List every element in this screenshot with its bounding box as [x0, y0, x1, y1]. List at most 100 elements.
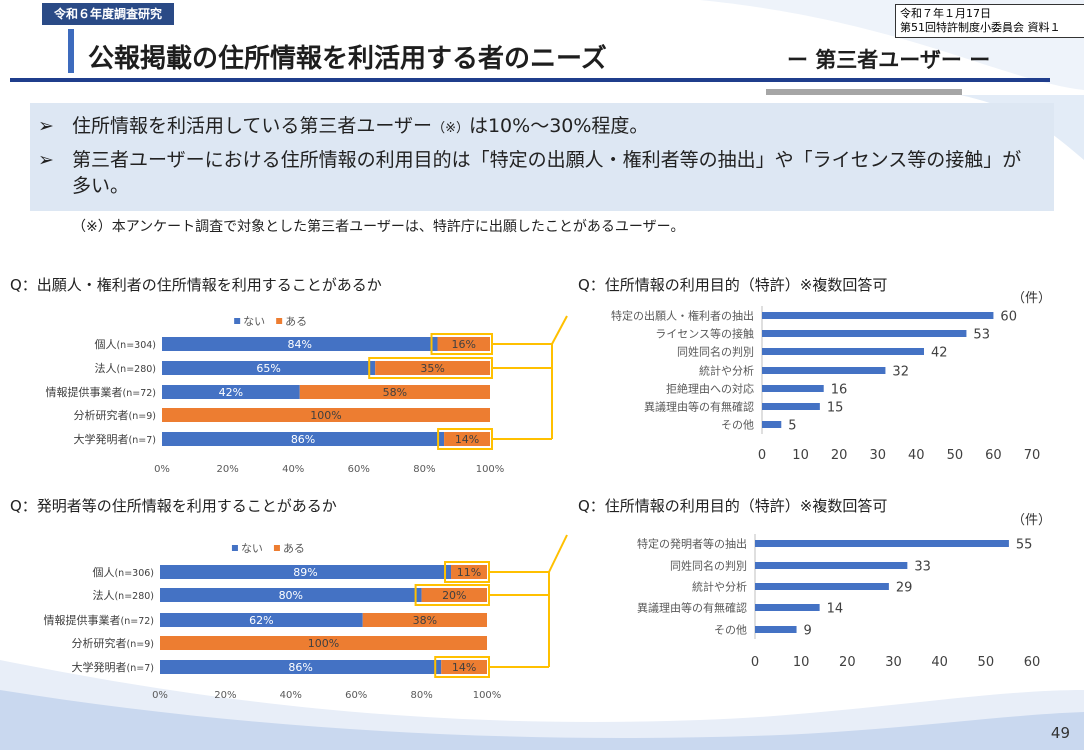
chart2-bar: [762, 421, 782, 428]
chart4-xtick: 40: [931, 655, 948, 670]
chart3-bar-no: [160, 588, 422, 602]
chart2-category-label: 拒絶理由への対応: [666, 382, 754, 396]
chart2-xtick: 0: [758, 448, 766, 463]
page-title: 公報掲載の住所情報を利活用する者のニーズ: [88, 44, 607, 74]
document-meta-box: 令和７年１月17日 第51回特許制度小委員会 資料１: [895, 4, 1084, 38]
chart2-xtick: 20: [831, 448, 848, 463]
chart4-category-label: 同姓同名の判別: [670, 559, 747, 573]
chart3-xtick: 100%: [473, 690, 502, 701]
chart3-category-n: (n=306): [114, 568, 154, 579]
chart3-title: Q：発明者等の住所情報を利用することがあるか: [10, 497, 337, 515]
chart2-value-label: 60: [1000, 310, 1017, 325]
chart2-bar: [762, 330, 967, 337]
chart1-bar-yes: [375, 361, 490, 375]
chart4-title: Q：住所情報の利用目的（特許）※複数回答可: [578, 497, 888, 515]
summary-bullet-1-note: （※）: [432, 121, 469, 136]
chart1-bar-yes-label: 35%: [420, 362, 444, 375]
chart3-bar-no: [160, 565, 452, 579]
chart1-bar-no: [162, 385, 300, 399]
chart3-legend-label-yes: ある: [283, 542, 305, 555]
chart2-category-label: 統計や分析: [699, 364, 754, 378]
chart2-value-label: 53: [973, 328, 990, 343]
chart1-connector-diag: [551, 315, 568, 345]
chart2-category-label: 同姓同名の判別: [677, 345, 754, 359]
chart1-legend-swatch-no: [234, 318, 241, 324]
chart4-xtick: 50: [978, 655, 995, 670]
chart3-category-name: 個人: [92, 566, 114, 579]
chart1-category-label: 法人(n=280): [94, 361, 156, 375]
chart1-legend-label-no: ない: [243, 315, 265, 328]
chart3-bar-yes: [160, 636, 487, 650]
chart3-category-label: 個人(n=306): [92, 566, 154, 579]
chart1-bar-no: [162, 361, 376, 375]
chart3-category-n: (n=72): [121, 616, 154, 627]
chart3-xtick: 20%: [214, 690, 236, 701]
chart2-bar: [762, 348, 924, 355]
chart1-bar-yes-label: 14%: [455, 433, 479, 446]
chart2-category-label: その他: [721, 419, 754, 432]
chart1-category-name: 分析研究者: [74, 408, 129, 422]
chart1-category-name: 大学発明者: [74, 432, 129, 446]
chart2-category-label: 特定の出願人・権利者の抽出: [611, 309, 754, 323]
chart4-value-label: 33: [914, 560, 931, 575]
chart1-bar-no-label: 42%: [219, 386, 243, 399]
chart4-bar: [755, 540, 1009, 547]
chart4-xtick: 20: [839, 655, 856, 670]
chart3-legend-swatch-yes: [273, 545, 280, 551]
summary-bullet-2: 第三者ユーザーにおける住所情報の利用目的は「特定の出願人・権利者等の抽出」や「ラ…: [72, 149, 1022, 197]
chart3-xtick: 40%: [280, 690, 302, 701]
chart1-xtick: 40%: [282, 464, 304, 475]
chart1-xtick: 100%: [476, 464, 505, 475]
chart3-category-label: 情報提供事業者(n=72): [44, 613, 154, 627]
chart3-bar-yes-label: 11%: [457, 566, 481, 579]
chart1-title: Q：出願人・権利者の住所情報を利用することがあるか: [10, 276, 382, 294]
chart1-xtick: 20%: [216, 464, 238, 475]
chart1-category-n: (n=280): [116, 364, 156, 375]
chart2-title: Q：住所情報の利用目的（特許）※複数回答可: [578, 276, 888, 294]
chart1-legend-label-yes: ある: [285, 315, 307, 328]
subtitle-rule: [766, 89, 962, 95]
chart1-bar-yes: [437, 337, 490, 351]
chart2-category-label: 異議理由等の有無確認: [644, 400, 754, 414]
summary-bullet-1-tail: は10%～30%程度。: [468, 115, 649, 137]
chart1-bar-yes-label: 58%: [383, 386, 407, 399]
chart3-bar-yes-label: 14%: [452, 661, 476, 674]
chart3-category-name: 分析研究者: [72, 636, 127, 650]
chart4-value-label: 14: [827, 602, 844, 617]
chart2-value-label: 16: [831, 383, 848, 398]
chart3-category-label: 分析研究者(n=9): [72, 636, 154, 650]
chart1-category-n: (n=9): [129, 411, 156, 422]
chart4-category-label: 統計や分析: [692, 580, 747, 594]
chart4-xtick: 30: [885, 655, 902, 670]
chart1-bar-no-label: 84%: [288, 338, 312, 351]
chart1-bar-yes-label: 100%: [310, 409, 341, 422]
chart4-xtick: 60: [1024, 655, 1041, 670]
chart3-bar-yes: [421, 588, 487, 602]
chart2-value-label: 5: [788, 419, 796, 434]
chart3-bar-no: [160, 660, 442, 674]
chart3-xtick: 80%: [410, 690, 432, 701]
chart1-category-label: 情報提供事業者(n=72): [46, 385, 156, 399]
chart3-bar-yes: [441, 660, 487, 674]
chart3-bar-no-label: 86%: [288, 661, 312, 674]
chart4-bar: [755, 604, 820, 611]
summary-box: ➢ 住所情報を利活用している第三者ユーザー（※）は10%～30%程度。 ➢ 第三…: [30, 103, 1054, 211]
chart3-bar-no-label: 80%: [279, 589, 303, 602]
chart1-category-name: 法人: [94, 361, 116, 375]
meta-document-id: 第51回特許制度小委員会 資料１: [900, 21, 1061, 34]
chart2-value-label: 42: [931, 346, 948, 361]
chart3-bar-yes: [451, 565, 487, 579]
summary-bullet-1: 住所情報を利活用している第三者ユーザー（※）は10%～30%程度。: [72, 113, 1032, 142]
chart1-bar-yes: [299, 385, 490, 399]
chart4-bar: [755, 583, 889, 590]
chart1-bar-yes: [444, 432, 490, 446]
chart1-category-label: 分析研究者(n=9): [74, 408, 156, 422]
chart3-legend-label-no: ない: [241, 542, 263, 555]
bullet-arrow-icon: ➢: [38, 149, 54, 171]
chart2-value-label: 32: [892, 365, 909, 380]
chart2-category-label: ライセンス等の接触: [655, 327, 754, 341]
chart3-category-n: (n=7): [127, 663, 154, 674]
chart4-category-label: 異議理由等の有無確認: [637, 601, 747, 615]
chart3-bar-yes-label: 20%: [442, 589, 466, 602]
chart4-bar: [755, 626, 797, 633]
